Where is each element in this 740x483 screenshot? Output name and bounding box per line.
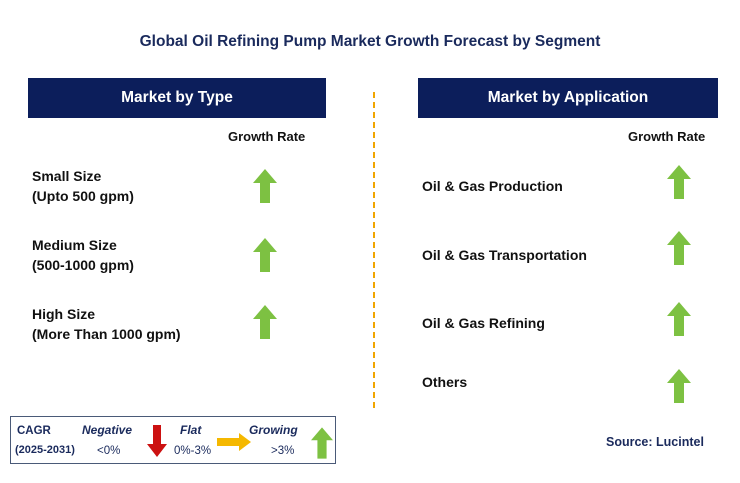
legend-negative-label: Negative xyxy=(82,423,133,437)
application-item-transportation: Oil & Gas Transportation xyxy=(422,247,587,263)
source-note: Source: Lucintel xyxy=(606,435,704,449)
up-arrow-icon xyxy=(667,302,691,336)
legend-flat-label: Flat xyxy=(180,423,202,437)
up-arrow-icon xyxy=(667,231,691,265)
application-item-production: Oil & Gas Production xyxy=(422,178,563,194)
type-item-small-range: (Upto 500 gpm) xyxy=(32,188,134,204)
page-title: Global Oil Refining Pump Market Growth F… xyxy=(139,33,601,50)
up-arrow-icon xyxy=(311,427,333,459)
type-item-high-range: (More Than 1000 gpm) xyxy=(32,326,181,342)
up-arrow-icon xyxy=(253,305,277,339)
type-item-medium-range: (500-1000 gpm) xyxy=(32,257,134,273)
application-growth-rate-header: Growth Rate xyxy=(628,129,706,144)
legend-flat-range: 0%-3% xyxy=(174,445,212,457)
type-item-high-name: High Size xyxy=(32,306,96,322)
legend-negative-range: <0% xyxy=(97,445,121,457)
legend-period: (2025-2031) xyxy=(15,444,75,456)
down-arrow-icon xyxy=(147,425,167,457)
legend-growing-label: Growing xyxy=(249,423,298,437)
type-item-small: Small Size (Upto 500 gpm) xyxy=(32,166,134,206)
legend-growing-range: >3% xyxy=(271,445,295,457)
type-item-medium-name: Medium Size xyxy=(32,237,117,253)
right-arrow-icon xyxy=(217,433,251,451)
market-by-application-header: Market by Application xyxy=(418,78,718,118)
legend-cagr-label: CAGR xyxy=(17,425,51,437)
cagr-legend: CAGR (2025-2031) Negative <0% Flat 0%-3%… xyxy=(10,416,336,464)
type-item-high: High Size (More Than 1000 gpm) xyxy=(32,304,181,344)
up-arrow-icon xyxy=(253,238,277,272)
panel-divider xyxy=(373,92,375,408)
type-item-small-name: Small Size xyxy=(32,168,102,184)
application-item-refining: Oil & Gas Refining xyxy=(422,315,545,331)
up-arrow-icon xyxy=(667,369,691,403)
up-arrow-icon xyxy=(667,165,691,199)
type-item-medium: Medium Size (500-1000 gpm) xyxy=(32,235,134,275)
up-arrow-icon xyxy=(253,169,277,203)
type-growth-rate-header: Growth Rate xyxy=(228,129,306,144)
application-item-others: Others xyxy=(422,374,468,390)
market-by-type-header: Market by Type xyxy=(28,78,326,118)
